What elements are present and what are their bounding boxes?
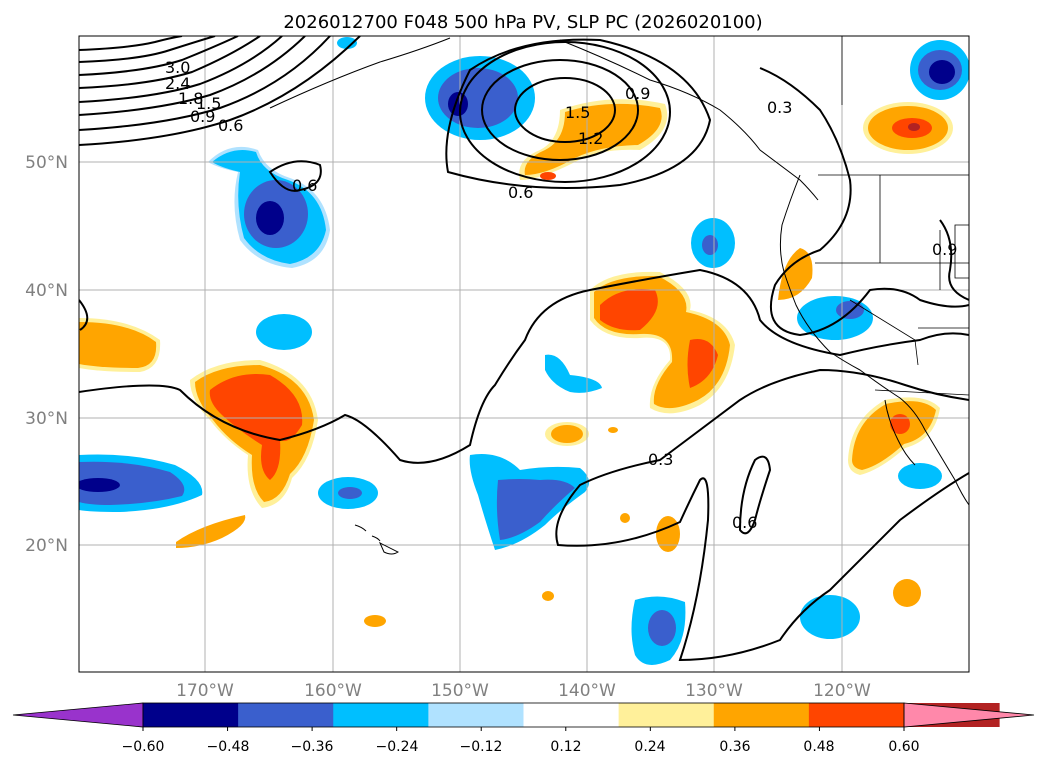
lat-label: 50°N — [25, 153, 68, 173]
lon-label: 120°W — [813, 681, 871, 701]
colorbar-tick-label: −0.12 — [460, 739, 503, 755]
colorbar-segment — [143, 703, 239, 727]
colorbar-ticks: −0.60 −0.48 −0.36 −0.24 −0.12 0.12 0.24 … — [122, 739, 920, 755]
colorbar-frame — [142, 702, 905, 728]
colorbar-tick-label: 0.12 — [550, 739, 581, 755]
lat-label: 30°N — [25, 409, 68, 429]
colorbar-segment — [428, 703, 524, 727]
contour-label: 0.6 — [292, 176, 317, 195]
colorbar-extend-min — [12, 702, 144, 728]
contour-label: 1.5 — [196, 94, 221, 113]
lon-label: 160°W — [304, 681, 362, 701]
pv-shading — [79, 37, 969, 665]
colorbar-segment — [238, 703, 334, 727]
contour-label: 0.9 — [190, 107, 215, 126]
colorbar — [12, 702, 1035, 731]
colorbar-tick-label: −0.48 — [207, 739, 250, 755]
colorbar-tick-label: −0.24 — [376, 739, 419, 755]
lon-label: 140°W — [558, 681, 616, 701]
contour-labels: 3.0 2.4 1.8 1.5 0.9 0.6 0.6 1.5 1.2 0.9 … — [165, 58, 957, 532]
contour-label: 0.6 — [508, 183, 533, 202]
contour-label: 3.0 — [165, 58, 190, 77]
colorbar-tick-label: −0.36 — [291, 739, 334, 755]
colorbar-segment — [618, 703, 715, 727]
longitude-labels: 170°W 160°W 150°W 140°W 130°W 120°W — [176, 681, 871, 701]
lon-label: 130°W — [685, 681, 743, 701]
map-frame — [78, 35, 970, 673]
contour-label: 0.3 — [767, 98, 792, 117]
contour-label: 0.9 — [625, 84, 650, 103]
graticule — [79, 36, 969, 672]
latitude-labels: 50°N 40°N 30°N 20°N — [25, 153, 68, 556]
colorbar-tick-label: 0.24 — [634, 739, 665, 755]
contour-label: 2.4 — [165, 74, 190, 93]
colorbar-segment — [713, 703, 810, 727]
colorbar-tick-label: 0.36 — [719, 739, 750, 755]
contour-label: 0.6 — [218, 116, 243, 135]
contour-label: 1.8 — [178, 89, 203, 108]
map-area: 3.0 2.4 1.8 1.5 0.9 0.6 0.6 1.5 1.2 0.9 … — [79, 36, 969, 672]
colorbar-tick-label: −0.60 — [122, 739, 165, 755]
colorbar-tick-label: 0.48 — [803, 739, 834, 755]
lat-label: 40°N — [25, 281, 68, 301]
contour-label: 1.5 — [565, 103, 590, 122]
contour-label: 0.6 — [732, 513, 757, 532]
colorbar-segment — [808, 703, 905, 727]
coastlines — [269, 37, 969, 555]
lon-label: 150°W — [431, 681, 489, 701]
slp-contours — [79, 36, 969, 662]
lon-label: 170°W — [176, 681, 234, 701]
contour-label: 0.3 — [648, 450, 673, 469]
colorbar-segment — [523, 703, 620, 727]
colorbar-segment — [333, 703, 429, 727]
contour-label: 0.9 — [932, 240, 957, 259]
lat-label: 20°N — [25, 536, 68, 556]
contour-label: 1.2 — [578, 129, 603, 148]
colorbar-tick-label: 0.60 — [888, 739, 919, 755]
map-title: 2026012700 F048 500 hPa PV, SLP PC (2026… — [283, 12, 762, 33]
